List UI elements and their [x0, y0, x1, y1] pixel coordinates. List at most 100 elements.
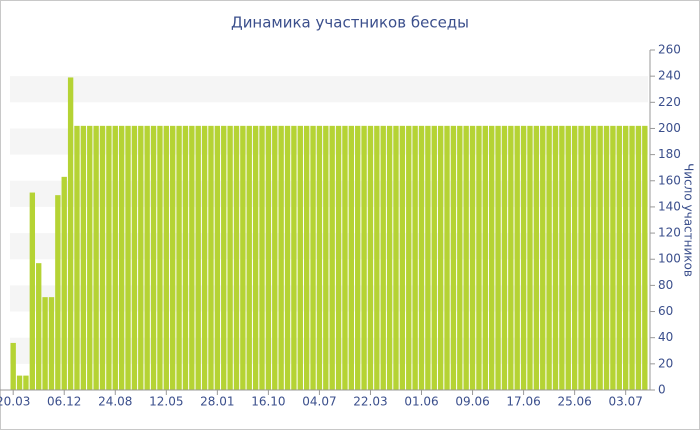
bar — [93, 125, 99, 390]
y-tick-label: 200 — [658, 121, 681, 135]
bar — [55, 195, 61, 390]
bar — [252, 125, 259, 390]
bar — [508, 125, 514, 390]
bar — [559, 125, 565, 390]
bar — [284, 125, 291, 390]
bar — [316, 125, 323, 390]
bar — [380, 125, 386, 390]
y-axis-label: Число участников — [682, 163, 696, 277]
bar — [214, 125, 221, 390]
bar — [259, 125, 265, 390]
x-tick-label: 12.05 — [149, 395, 183, 409]
x-tick-label: 25.06 — [557, 395, 591, 409]
bar — [571, 125, 578, 390]
bar — [444, 125, 450, 390]
x-tick-label: 24.08 — [98, 395, 132, 409]
bar — [520, 125, 527, 390]
bar — [406, 125, 412, 390]
grid-band — [10, 128, 648, 155]
chart-title: Динамика участников беседы — [231, 14, 469, 32]
bar — [329, 125, 335, 390]
bar — [80, 125, 87, 390]
bar — [348, 125, 355, 390]
bar — [642, 125, 648, 390]
y-tick-label: 160 — [658, 173, 681, 187]
bar — [476, 125, 482, 390]
bar — [450, 125, 457, 390]
bar — [489, 125, 495, 390]
bar — [61, 176, 67, 390]
bar — [10, 342, 16, 390]
y-tick-label: 240 — [658, 69, 681, 83]
bar — [23, 375, 29, 390]
bar — [584, 125, 591, 390]
y-tick-label: 60 — [658, 304, 673, 318]
bar — [431, 125, 437, 390]
bar — [201, 125, 208, 390]
bar — [457, 125, 463, 390]
grid-band — [10, 337, 648, 364]
y-tick-label: 120 — [658, 226, 681, 240]
bar — [303, 125, 310, 390]
x-tick-label: 20.03 — [0, 395, 30, 409]
y-tick-label: 220 — [658, 95, 681, 109]
bar — [610, 125, 616, 390]
bar — [469, 125, 476, 390]
bar — [118, 125, 125, 390]
bar — [367, 125, 374, 390]
bar — [291, 125, 297, 390]
bar — [495, 125, 501, 390]
bar — [163, 125, 169, 390]
bar — [221, 125, 227, 390]
bar — [361, 125, 367, 390]
bar — [42, 297, 48, 390]
bar — [272, 125, 278, 390]
bar — [106, 125, 112, 390]
bar — [138, 125, 144, 390]
grid-band — [10, 285, 648, 312]
x-tick-label: 22.03 — [353, 395, 387, 409]
bar — [150, 125, 157, 390]
bar — [603, 125, 610, 390]
bar — [597, 125, 603, 390]
bar — [616, 125, 622, 390]
x-tick-label: 04.07 — [302, 395, 336, 409]
bar — [412, 125, 418, 390]
bar — [67, 77, 74, 390]
y-tick-label: 140 — [658, 199, 681, 213]
bar — [355, 125, 361, 390]
bar — [386, 125, 393, 390]
y-tick-label: 20 — [658, 356, 673, 370]
bar — [565, 125, 571, 390]
bar — [514, 125, 520, 390]
bar — [265, 125, 272, 390]
y-tick-label: 260 — [658, 43, 681, 57]
bar — [48, 297, 55, 390]
y-tick-label: 100 — [658, 252, 681, 266]
bar — [176, 125, 182, 390]
bar — [374, 125, 380, 390]
bar — [540, 125, 546, 390]
bar — [74, 125, 80, 390]
bar — [310, 125, 316, 390]
bar — [99, 125, 106, 390]
bar — [182, 125, 189, 390]
x-tick-label: 16.10 — [251, 395, 285, 409]
bar — [591, 125, 597, 390]
bar — [16, 375, 23, 390]
y-tick-label: 180 — [658, 147, 681, 161]
x-tick-label: 28.01 — [200, 395, 234, 409]
bar — [323, 125, 329, 390]
bar — [437, 125, 444, 390]
bar — [227, 125, 233, 390]
bar — [501, 125, 508, 390]
bar — [527, 125, 533, 390]
x-tick-label: 09.06 — [455, 395, 489, 409]
grid-band — [10, 76, 648, 103]
bar — [425, 125, 431, 390]
x-tick-label: 06.12 — [47, 395, 81, 409]
y-tick-label: 0 — [658, 383, 666, 397]
bar — [533, 125, 540, 390]
bar — [546, 125, 552, 390]
bar — [393, 125, 399, 390]
